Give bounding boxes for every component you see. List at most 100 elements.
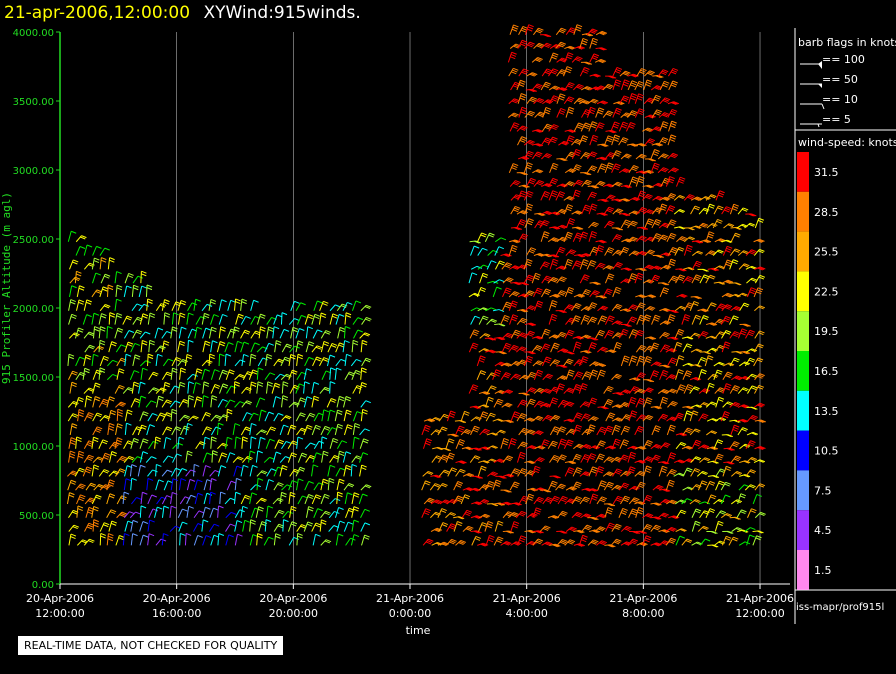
wind-barb-tick xyxy=(607,457,614,461)
wind-barb-tick xyxy=(664,265,670,269)
wind-barb-shaft xyxy=(296,397,302,408)
wind-barb-shaft xyxy=(146,298,149,311)
wind-barb-tick xyxy=(133,284,139,288)
wind-barb-tick xyxy=(116,284,123,288)
wind-barb-tick xyxy=(641,267,647,271)
wind-barb-shaft xyxy=(264,372,271,381)
wind-barb-tick xyxy=(131,464,137,468)
wind-barb-tick xyxy=(328,480,335,484)
wind-barb-tick xyxy=(276,340,282,344)
wind-barb-shaft xyxy=(155,345,161,353)
wind-barb-shaft xyxy=(304,494,310,505)
wind-barb-tick xyxy=(242,505,248,509)
wind-barb-tick xyxy=(608,222,614,226)
wind-barb-tick xyxy=(512,69,518,73)
wind-barb-shaft xyxy=(573,24,578,35)
wind-barb-tick xyxy=(529,388,536,392)
wind-barb-tick xyxy=(545,109,551,113)
wind-barb-tick xyxy=(498,309,505,313)
wind-barb-tick xyxy=(99,370,105,373)
wind-barb-tick xyxy=(526,278,532,282)
wind-barb-tick xyxy=(498,337,504,341)
wind-barb-shaft xyxy=(154,327,159,339)
wind-barb-shaft xyxy=(303,425,308,436)
wind-barb-tick xyxy=(221,371,228,375)
wind-barb-tick xyxy=(496,479,502,483)
wind-barb-shaft xyxy=(234,401,241,408)
wind-barb-tick xyxy=(147,301,153,304)
wind-barb-shaft xyxy=(335,533,339,546)
wind-barb-tick xyxy=(109,422,115,426)
wind-barb-tick xyxy=(653,363,660,367)
wind-barb-tick xyxy=(80,236,86,240)
wind-barb-shaft xyxy=(234,520,238,532)
wind-barb-tick xyxy=(545,139,551,142)
wind-barb-tick xyxy=(228,534,234,538)
wind-barb-shaft xyxy=(240,316,247,325)
wind-barb-shaft xyxy=(139,505,142,518)
wind-barb-tick xyxy=(463,431,470,435)
wind-barb-tick xyxy=(567,541,573,545)
wind-barb-tick xyxy=(648,209,655,213)
wind-barb-tick xyxy=(662,291,668,295)
wind-barb-shaft xyxy=(548,481,553,491)
wind-barb-shaft xyxy=(289,506,292,518)
wind-barb-shaft xyxy=(184,533,187,546)
wind-barb-shaft xyxy=(122,315,128,325)
wind-barb-tick xyxy=(537,143,544,147)
wind-barb-tick xyxy=(638,447,644,451)
wind-barb-tick xyxy=(519,334,525,338)
wind-barb-tick xyxy=(499,475,506,479)
wind-barb-tick xyxy=(521,309,527,313)
wind-barb-shaft xyxy=(106,493,111,505)
wind-barb-tick xyxy=(535,143,541,147)
wind-barb-tick xyxy=(646,465,652,469)
wind-barb-shaft xyxy=(208,354,211,366)
x-tick-time-label: 16:00:00 xyxy=(152,607,201,620)
wind-barb-tick xyxy=(576,424,582,428)
wind-barb-tick xyxy=(584,182,590,186)
wind-barb-tick xyxy=(576,126,582,130)
wind-barb-tick xyxy=(492,249,499,253)
wind-barb-shaft xyxy=(75,235,82,243)
wind-barb-tick xyxy=(569,467,575,471)
wind-barb-tick xyxy=(102,288,108,292)
wind-barb-tick xyxy=(600,101,606,105)
wind-barb-tick xyxy=(638,375,644,379)
wind-barb-tick xyxy=(218,422,224,426)
wind-barb-tick xyxy=(639,329,645,333)
wind-barb-tick xyxy=(645,417,652,421)
wind-barb-tick xyxy=(277,483,283,487)
wind-barb-tick xyxy=(629,468,635,472)
wind-barb-shaft xyxy=(115,285,118,298)
wind-barb-tick xyxy=(593,291,599,295)
wind-barb-tick xyxy=(181,326,187,330)
wind-barb-tick xyxy=(519,416,525,420)
wind-barb-shaft xyxy=(155,412,162,422)
wind-barb-tick xyxy=(116,315,122,319)
wind-barb-tick xyxy=(93,519,99,523)
wind-barb-shaft xyxy=(232,423,236,436)
wind-barb-tick xyxy=(460,460,466,464)
wind-barb-tick xyxy=(448,456,454,460)
wind-barb-shaft xyxy=(138,303,145,312)
wind-barb-tick xyxy=(655,255,662,258)
wind-barb-tick xyxy=(244,329,251,333)
wind-barb-tick xyxy=(236,520,243,524)
wind-barb-tick xyxy=(617,303,623,307)
wind-barb-tick xyxy=(250,521,256,525)
speed-color-label: 22.5 xyxy=(814,285,839,298)
wind-barb-tick xyxy=(614,121,620,125)
wind-barb-tick xyxy=(608,162,614,166)
wind-barb-tick xyxy=(590,100,597,104)
wind-barb-tick xyxy=(577,56,583,60)
wind-barb-shaft xyxy=(343,396,347,408)
wind-barb-tick xyxy=(251,436,257,440)
wind-barb-tick xyxy=(127,457,134,461)
wind-barb-tick xyxy=(498,323,505,327)
wind-barb-shaft xyxy=(288,492,291,505)
wind-barb-tick xyxy=(78,409,85,412)
wind-barb-tick xyxy=(583,253,589,257)
wind-barb-tick xyxy=(599,527,605,531)
wind-barb-tick xyxy=(361,342,368,346)
